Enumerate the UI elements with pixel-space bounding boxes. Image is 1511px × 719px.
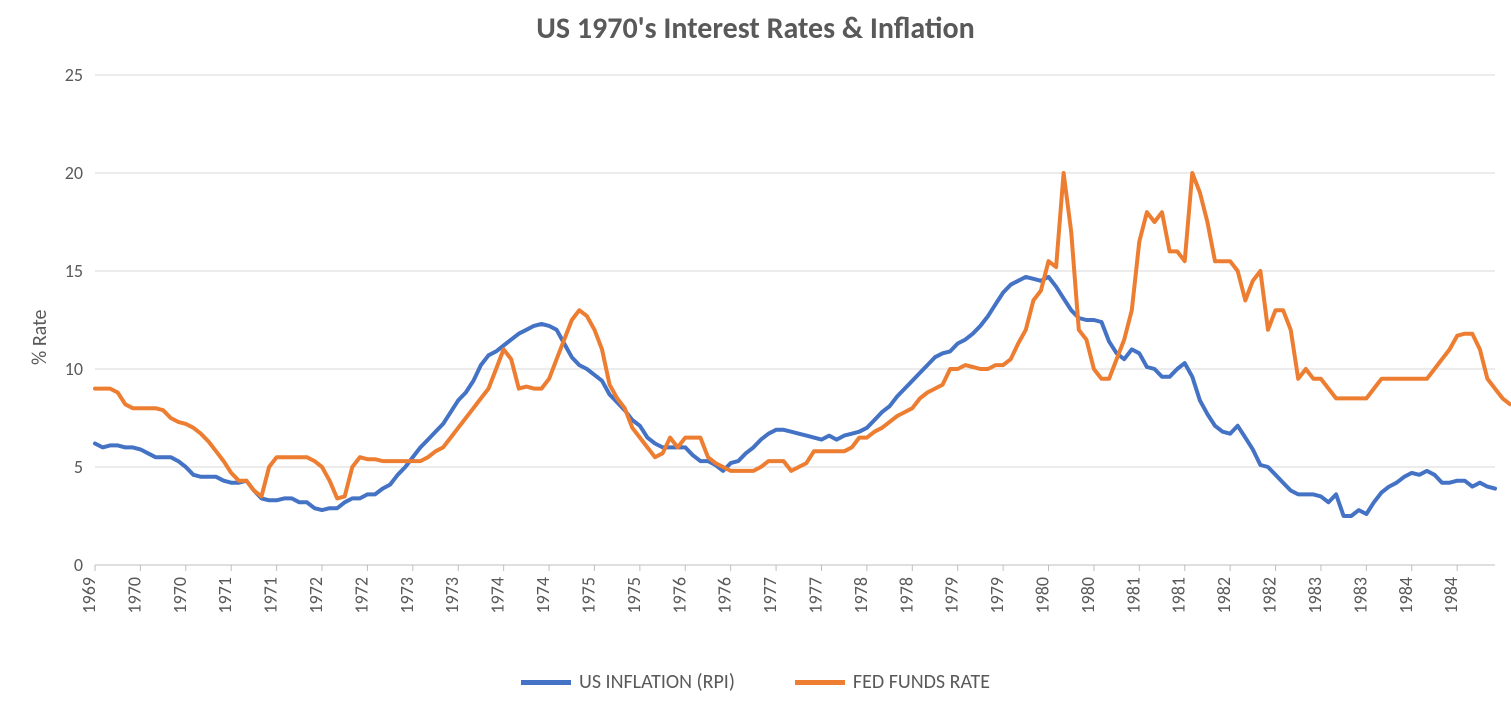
chart-container: US 1970's Interest Rates & Inflation % R…	[0, 0, 1511, 719]
x-tick-label: 1971	[260, 577, 282, 614]
y-tick-label: 25	[65, 64, 83, 86]
x-tick-label: 1970	[169, 577, 191, 614]
x-tick-label: 1977	[759, 577, 781, 614]
series-fed-funds	[95, 173, 1510, 498]
x-tick-label: 1984	[1395, 577, 1417, 614]
y-axis-label: % Rate	[28, 309, 52, 365]
x-tick-label: 1982	[1259, 577, 1281, 614]
y-tick-label: 5	[74, 456, 83, 478]
x-tick-label: 1972	[350, 577, 372, 614]
chart-svg: 0510152025196919701970197119711972197219…	[0, 0, 1511, 719]
y-tick-label: 20	[65, 162, 83, 184]
legend-label: US INFLATION (RPI)	[579, 670, 735, 694]
y-tick-label: 10	[65, 358, 83, 380]
x-tick-label: 1973	[396, 577, 418, 614]
legend-item-inflation: US INFLATION (RPI)	[521, 670, 735, 694]
x-tick-label: 1969	[78, 577, 100, 614]
x-tick-label: 1972	[305, 577, 327, 614]
x-tick-label: 1981	[1122, 577, 1144, 614]
x-tick-label: 1980	[1077, 577, 1099, 614]
x-tick-label: 1983	[1349, 577, 1371, 614]
x-tick-label: 1974	[487, 577, 509, 614]
legend-swatch	[521, 680, 571, 685]
legend-swatch	[795, 680, 845, 685]
legend-label: FED FUNDS RATE	[853, 670, 990, 694]
x-tick-label: 1977	[804, 577, 826, 614]
x-tick-label: 1973	[441, 577, 463, 614]
x-tick-label: 1978	[895, 577, 917, 614]
chart-title: US 1970's Interest Rates & Inflation	[0, 10, 1511, 47]
x-tick-label: 1976	[714, 577, 736, 614]
x-tick-label: 1971	[214, 577, 236, 614]
x-tick-label: 1979	[941, 577, 963, 614]
x-tick-label: 1974	[532, 577, 554, 614]
x-tick-label: 1981	[1168, 577, 1190, 614]
x-tick-label: 1984	[1440, 577, 1462, 614]
x-tick-label: 1978	[850, 577, 872, 614]
x-tick-label: 1980	[1032, 577, 1054, 614]
y-tick-label: 0	[74, 554, 83, 576]
x-tick-label: 1970	[123, 577, 145, 614]
x-tick-label: 1983	[1304, 577, 1326, 614]
x-tick-label: 1979	[986, 577, 1008, 614]
x-ticks: 1969 1970 1970 1971 1971 1972 1972 1973 1973 1974…	[78, 565, 1462, 614]
x-tick-label: 1975	[577, 577, 599, 614]
x-tick-label: 1975	[623, 577, 645, 614]
y-tick-label: 15	[65, 260, 83, 282]
legend-item-fed-funds: FED FUNDS RATE	[795, 670, 990, 694]
x-tick-label: 1982	[1213, 577, 1235, 614]
x-tick-label: 1976	[668, 577, 690, 614]
legend: US INFLATION (RPI) FED FUNDS RATE	[0, 670, 1511, 694]
